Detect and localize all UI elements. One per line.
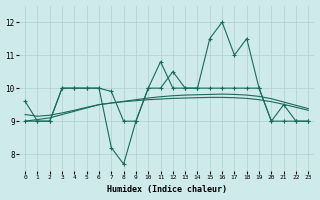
X-axis label: Humidex (Indice chaleur): Humidex (Indice chaleur) — [107, 185, 227, 194]
